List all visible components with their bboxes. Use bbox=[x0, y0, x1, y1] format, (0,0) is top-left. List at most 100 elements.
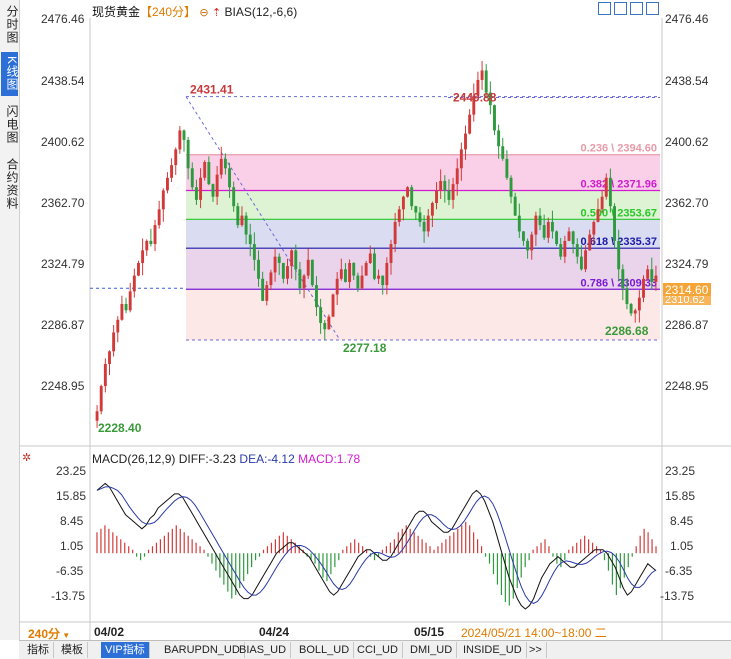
candle-body bbox=[302, 275, 306, 289]
candlestick-series bbox=[95, 61, 658, 428]
candle-body bbox=[364, 262, 368, 276]
candle-body bbox=[389, 244, 393, 263]
candle-body bbox=[472, 95, 476, 115]
date-tick-label: 04/02 bbox=[94, 625, 125, 639]
candle-body bbox=[377, 275, 381, 279]
candle-body bbox=[513, 196, 517, 216]
candle-body bbox=[625, 288, 629, 304]
tab-time-chart[interactable]: 分时图 bbox=[5, 4, 19, 44]
candle-body bbox=[493, 105, 496, 131]
date-tick-label: 05/15 bbox=[414, 625, 445, 639]
macd-diff-line bbox=[96, 482, 657, 610]
tab-dmi-ud[interactable]: DMI_UD bbox=[406, 642, 458, 658]
period-selector[interactable]: 【240分】 bbox=[140, 5, 197, 19]
macd-axis-label-left: 23.25 bbox=[56, 464, 87, 478]
candle-body bbox=[145, 240, 149, 251]
candle-body bbox=[410, 187, 414, 207]
period-dropdown-icon[interactable]: ▼ bbox=[60, 631, 71, 640]
candle-body bbox=[257, 259, 260, 279]
candle-body bbox=[488, 92, 492, 106]
candle-body bbox=[522, 231, 525, 241]
macd-axis-label-left: 15.85 bbox=[56, 489, 87, 503]
candle-body bbox=[223, 158, 227, 169]
zoom-in-icon[interactable] bbox=[614, 2, 627, 15]
macd-name: MACD(26,12,9) bbox=[92, 452, 176, 466]
period-tag[interactable]: 240分 ▼ bbox=[28, 625, 70, 642]
tab-indicators[interactable]: 指标 bbox=[23, 642, 54, 658]
fib-level-label: 0.236 \ 2394.60 bbox=[581, 143, 657, 155]
candle-body bbox=[637, 297, 641, 311]
candle-body bbox=[600, 196, 604, 210]
macd-settings-icon[interactable]: ✲ bbox=[22, 452, 32, 464]
fib-level-label: 0.382 \ 2371.96 bbox=[581, 178, 657, 190]
y-axis-label-right: 2476.46 bbox=[665, 12, 709, 26]
candle-body bbox=[464, 133, 467, 150]
y-axis-label-left: 2476.46 bbox=[41, 12, 85, 26]
candle-body bbox=[190, 168, 194, 188]
candle-body bbox=[530, 234, 534, 251]
candle-body bbox=[559, 244, 563, 257]
tab-vip-indicators[interactable]: VIP指标 bbox=[101, 642, 150, 658]
last-price-tag: 2314.60 bbox=[663, 283, 711, 297]
tab-cci-ud[interactable]: CCI_UD bbox=[353, 642, 403, 658]
candle-body bbox=[608, 177, 612, 207]
candle-body bbox=[534, 215, 538, 235]
fibonacci-retracement[interactable]: 0.236 \ 2394.60 0.382 \ 2371.96 0.500 \ 23… bbox=[90, 96, 660, 341]
indicator-arrow-icon[interactable]: ⇡ bbox=[211, 7, 222, 19]
fib-zone bbox=[186, 154, 660, 191]
candle-body bbox=[116, 319, 120, 333]
candle-body bbox=[132, 275, 136, 292]
macd-diff: DIFF:-3.23 bbox=[178, 452, 237, 466]
candle-body bbox=[327, 316, 331, 330]
y-axis-label-right: 2438.54 bbox=[665, 74, 709, 88]
chart-canvas[interactable]: 0.236 \ 2394.60 0.382 \ 2371.96 0.500 \ 23… bbox=[0, 0, 731, 640]
candle-body bbox=[108, 351, 111, 364]
tab-kline-chart[interactable]: K线图 bbox=[1, 52, 19, 96]
tab-more[interactable]: >> bbox=[525, 642, 547, 658]
candle-body bbox=[161, 190, 165, 210]
fullscreen-icon[interactable] bbox=[646, 2, 659, 15]
y-axis-label-left: 2438.54 bbox=[41, 74, 85, 88]
candle-body bbox=[228, 168, 231, 188]
candle-body bbox=[546, 221, 550, 238]
candle-body bbox=[344, 269, 347, 282]
candle-body bbox=[315, 285, 318, 308]
start-price-label: 2228.40 bbox=[98, 421, 142, 435]
macd-axis-label-right: 23.25 bbox=[665, 464, 696, 478]
tab-bias-ud[interactable]: BIAS_UD bbox=[235, 642, 292, 658]
candle-body bbox=[629, 304, 633, 314]
settings-icon[interactable]: ⊖ bbox=[199, 7, 209, 19]
y-axis-label-right: 2324.79 bbox=[665, 257, 709, 271]
candle-body bbox=[215, 174, 219, 197]
price-annotations: 2449.88 2431.41 2277.18 2228.40 2286.68 bbox=[98, 83, 649, 435]
tab-inside-ud[interactable]: INSIDE_UD bbox=[459, 642, 527, 658]
candle-body bbox=[203, 162, 207, 178]
fib-zone bbox=[186, 190, 660, 220]
tab-barupdn-ud[interactable]: BARUPDN_UD bbox=[160, 642, 245, 658]
chart-header: 现货黄金【240分】 ⊖ ⇡ BIAS(12,-6,6) bbox=[92, 3, 297, 20]
candle-body bbox=[153, 225, 157, 245]
candle-body bbox=[505, 158, 509, 178]
candle-body bbox=[501, 146, 505, 159]
tab-flash-chart[interactable]: 闪电图 bbox=[5, 104, 19, 144]
candle-body bbox=[310, 259, 314, 286]
macd-axis-label-right: -13.75 bbox=[660, 589, 695, 603]
candle-body bbox=[178, 130, 182, 150]
candle-body bbox=[141, 250, 145, 263]
candle-body bbox=[447, 190, 451, 200]
cursor-time-label: 2024/05/21 14:00~18:00 二 bbox=[461, 626, 607, 640]
crosshair-icon[interactable] bbox=[598, 2, 611, 15]
high-price-label: 2449.88 bbox=[453, 91, 497, 105]
tab-contract-info[interactable]: 合约资料 bbox=[5, 158, 19, 210]
zoom-out-icon[interactable] bbox=[630, 2, 643, 15]
indicator-label[interactable]: BIAS(12,-6,6) bbox=[224, 5, 298, 19]
instrument-name: 现货黄金 bbox=[92, 5, 141, 19]
candle-body bbox=[633, 310, 637, 314]
tab-templates[interactable]: 模板 bbox=[57, 642, 88, 658]
y-axis-label-right: 2248.95 bbox=[665, 379, 709, 393]
candle-body bbox=[199, 177, 203, 200]
tab-boll-ud[interactable]: BOLL_UD bbox=[295, 642, 355, 658]
candle-body bbox=[563, 240, 567, 257]
candle-body bbox=[555, 231, 559, 245]
